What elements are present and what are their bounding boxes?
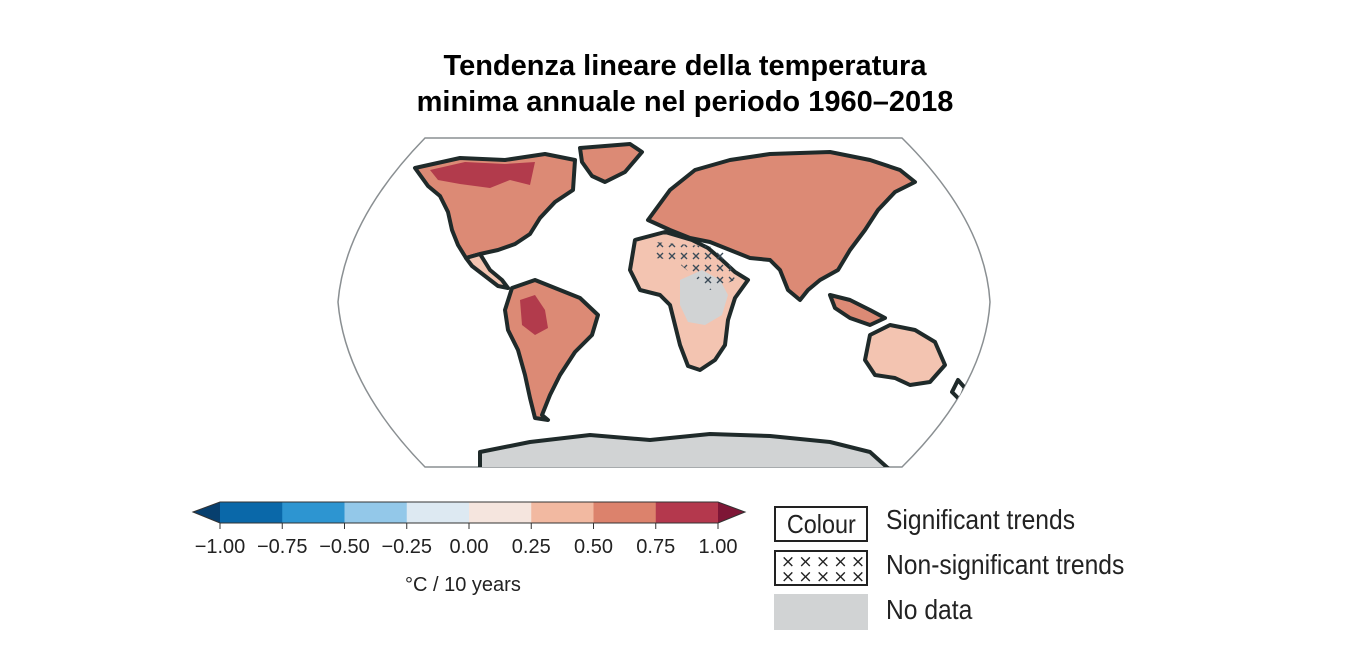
africa-hatched-nonsignificant [655,242,735,290]
greenland [578,142,644,184]
hatch-x-glyph: × [781,552,795,572]
world-trend-map [337,137,991,468]
hatch-x-glyph: × [816,552,830,572]
map-title: Tendenza lineare della temperatura minim… [0,48,1357,120]
legend: Colour Significant trends × × × × × × × × × × Non… [774,500,1194,640]
southeast-asia-islands [828,293,887,327]
hatch-x-pattern-icon: × × × × ×× × × × × [781,552,865,586]
colorbar-tick-label: 0.75 [636,536,675,558]
antarctica [478,432,892,467]
eurasia [646,150,917,302]
hatch-x-glyph: × [833,552,847,572]
central-america [464,252,510,290]
hatch-x-glyph: × [781,567,795,586]
colorbar-tick-label: 0.25 [512,536,551,558]
legend-hatch-box: × × × × × × × × × × [774,550,868,586]
colorbar-tick-label: −0.25 [381,536,432,558]
legend-nonsignificant-label: Non-significant trends [886,549,1125,580]
colorbar-unit-label: °C / 10 years [405,574,521,596]
hatch-x-glyph: × [798,567,812,586]
colorbar-low-extension [193,502,220,523]
colorbar-bin [406,502,470,523]
hatch-x-glyph: × [851,552,865,572]
colorbar-tick-label: −0.75 [257,536,308,558]
legend-nodata-label: No data [886,594,973,625]
colorbar-bin [344,502,408,523]
colorbar-tick-label: −1.00 [195,536,246,558]
colorbar-high-extension [718,502,745,523]
legend-significant-label: Significant trends [886,504,1076,535]
colorbar-tick-label: 1.00 [699,536,738,558]
colorbar-bin [531,502,594,523]
title-line-1: Tendenza lineare della temperatura [443,50,927,82]
hatch-x-glyph: × [798,552,812,572]
colorbar-tick-label: 0.50 [574,536,613,558]
colorbar-bin [220,502,283,523]
colorbar-tick-label: −0.50 [319,536,370,558]
amazon-strong-warming [520,295,548,335]
title-line-2: minima annuale nel periodo 1960–2018 [416,86,954,118]
colorbar-bin [469,502,532,523]
legend-colour-box: Colour [774,506,868,542]
australia [863,323,947,387]
canada-north-warming [430,162,535,188]
colorbar-tick-label: 0.00 [450,536,489,558]
colorbar-bin [282,502,345,523]
hatch-x-glyph: × [816,567,830,586]
colorbar: −1.00 −0.75 −0.50 −0.25 0.00 0.25 0.50 0.75 1.00 [191,501,747,558]
legend-nodata-box [774,594,868,630]
colorbar-bin [655,502,719,523]
hatch-x-glyph: × [833,567,847,586]
colorbar-bin [593,502,657,523]
hatch-x-glyph: × [851,567,865,586]
